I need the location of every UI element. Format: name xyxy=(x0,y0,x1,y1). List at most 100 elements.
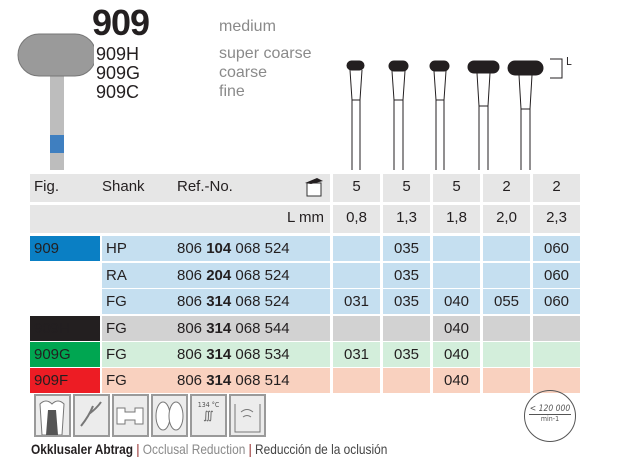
table-row: RA 806 204 068 524 xyxy=(102,263,330,288)
fig-label: 909 xyxy=(30,236,100,261)
pack-count: 2 xyxy=(483,174,530,202)
ref-post: 068 544 xyxy=(235,320,290,337)
size-cell xyxy=(383,316,430,341)
ref-post: 068 524 xyxy=(235,240,290,257)
shank: HP xyxy=(106,240,127,257)
size-cell xyxy=(483,342,530,367)
size-cell: 035 xyxy=(383,342,430,367)
caption-de: Okklusaler Abtrag xyxy=(31,441,134,457)
size-cell: 040 xyxy=(433,342,480,367)
header-fig: Fig. xyxy=(30,174,275,202)
base-grit: medium xyxy=(219,18,276,35)
size-cell xyxy=(333,368,380,393)
size-cell: 040 xyxy=(433,368,480,393)
table-row: FG 806 314 068 534 xyxy=(102,342,330,367)
ref-post: 068 524 xyxy=(235,267,290,284)
size-cell: 040 xyxy=(433,289,480,314)
header-shank: Shank xyxy=(102,178,145,195)
ref-no: 806 314 068 514 xyxy=(177,368,290,394)
size-cell xyxy=(483,368,530,393)
header-l-mm: L mm xyxy=(30,205,330,233)
size-cell xyxy=(333,316,380,341)
length-value: 1,3 xyxy=(383,205,430,233)
header-ref: Ref.-No. xyxy=(177,178,233,195)
ref-post: 068 524 xyxy=(235,293,290,310)
length-value: 2,0 xyxy=(483,205,530,233)
size-cell: 035 xyxy=(383,263,430,288)
size-cell: 060 xyxy=(533,236,580,261)
variant-code: 909G xyxy=(96,63,141,83)
ref-no: 806 314 068 534 xyxy=(177,342,290,368)
ref-bold: 314 xyxy=(206,372,232,389)
ref-pre: 806 xyxy=(177,267,203,284)
table-row: HP 806 104 068 524 xyxy=(102,236,330,261)
size-cell: 060 xyxy=(533,263,580,288)
footer-caption: Okklusaler Abtrag | Occlusal Reduction |… xyxy=(31,441,387,457)
pack-count: 2 xyxy=(533,174,580,202)
fig-label: 909G xyxy=(30,342,100,367)
size-cell: 060 xyxy=(533,289,580,314)
size-cell xyxy=(483,316,530,341)
table-row: FG 806 314 068 544 xyxy=(102,316,330,341)
sterilization-icon: 134 °C ∭ xyxy=(190,394,227,437)
dental-tool-icon xyxy=(73,394,110,437)
size-cell xyxy=(433,236,480,261)
table-row: FG 806 314 068 524 xyxy=(102,289,330,314)
variant-grit: coarse xyxy=(219,64,268,81)
fig-label: 909F xyxy=(30,368,100,393)
ref-pre: 806 xyxy=(177,240,203,257)
shank: RA xyxy=(106,267,127,284)
size-cell xyxy=(533,316,580,341)
product-title: 909 xyxy=(92,2,150,43)
size-cell xyxy=(433,263,480,288)
pack-count: 5 xyxy=(433,174,480,202)
shank: FG xyxy=(106,346,127,363)
bur-image xyxy=(17,33,94,170)
size-cell: 035 xyxy=(383,289,430,314)
caption-en: Occlusal Reduction xyxy=(142,441,246,457)
speed-unit: min-1 xyxy=(540,415,560,423)
length-value: 0,8 xyxy=(333,205,380,233)
size-cell xyxy=(383,368,430,393)
package-icon xyxy=(275,174,330,202)
table-row: FG 806 314 068 514 xyxy=(102,368,330,393)
variant-grit: fine xyxy=(219,83,245,100)
length-marker: L xyxy=(566,55,572,68)
size-cell xyxy=(483,236,530,261)
bridge-icon xyxy=(112,394,149,437)
pack-count: 5 xyxy=(383,174,430,202)
size-drawings xyxy=(330,58,563,170)
size-cell: 031 xyxy=(333,342,380,367)
ref-no: 806 314 068 544 xyxy=(177,316,290,342)
ref-no: 806 314 068 524 xyxy=(177,289,290,315)
separator: | xyxy=(248,441,252,457)
length-value: 1,8 xyxy=(433,205,480,233)
ref-bold: 204 xyxy=(206,267,232,284)
ref-no: 806 104 068 524 xyxy=(177,236,290,262)
separator: | xyxy=(136,441,140,457)
ref-no: 806 204 068 524 xyxy=(177,263,290,289)
length-value: 2,3 xyxy=(533,205,580,233)
ref-bold: 314 xyxy=(206,346,232,363)
shank: FG xyxy=(106,293,127,310)
ref-bold: 104 xyxy=(206,240,232,257)
size-cell: 031 xyxy=(333,289,380,314)
ref-bold: 314 xyxy=(206,293,232,310)
pack-count: 5 xyxy=(333,174,380,202)
variant-code: 909C xyxy=(96,82,140,102)
ultrasonic-bath-icon xyxy=(229,394,266,437)
speed-badge: < 120 000 min-1 xyxy=(524,390,576,442)
ref-pre: 806 xyxy=(177,293,203,310)
size-cell xyxy=(483,263,530,288)
size-cell xyxy=(333,263,380,288)
variant-grit: super coarse xyxy=(219,45,312,62)
ref-post: 068 514 xyxy=(235,372,290,389)
ref-post: 068 534 xyxy=(235,346,290,363)
size-cell: 055 xyxy=(483,289,530,314)
size-cell xyxy=(333,236,380,261)
crowns-icon xyxy=(151,394,188,437)
shank: FG xyxy=(106,320,127,337)
size-cell xyxy=(533,342,580,367)
shank: FG xyxy=(106,372,127,389)
variant-code: 909H xyxy=(96,44,140,64)
